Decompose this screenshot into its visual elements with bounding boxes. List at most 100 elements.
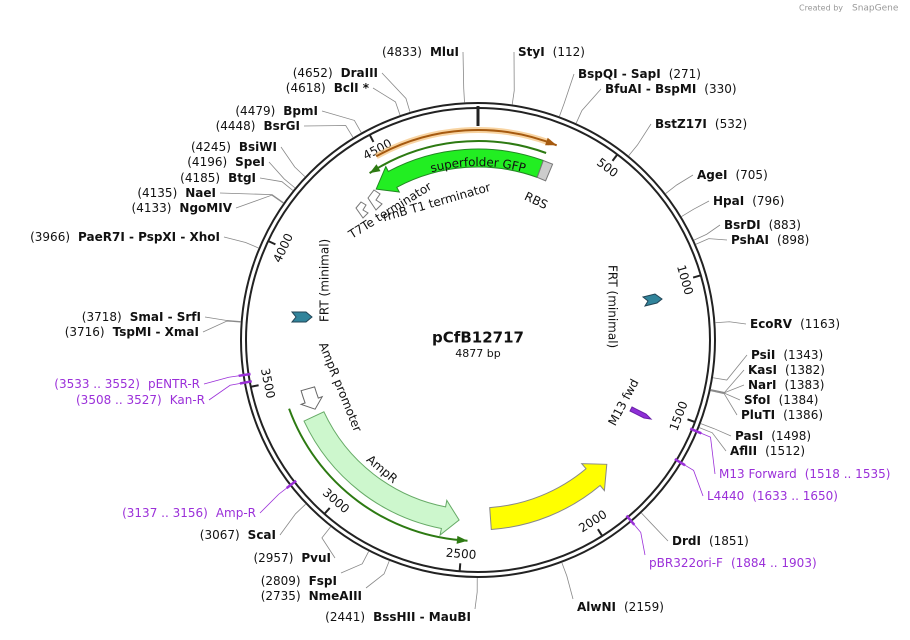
- leader-line: [208, 382, 244, 401]
- site-location: (4652): [293, 66, 333, 80]
- site-name: pENTR-R: [148, 377, 200, 391]
- site-name: StyI: [518, 45, 545, 59]
- site-label: (2809) FspI: [261, 574, 337, 588]
- leader-line: [268, 161, 296, 189]
- feature-label: FRT (minimal): [606, 265, 620, 348]
- site-location: (3966): [30, 230, 70, 244]
- tick-mark: [692, 274, 702, 279]
- site-location: (4618): [286, 81, 326, 95]
- site-location: (3067): [200, 528, 240, 542]
- leader-line: [681, 200, 710, 217]
- terminator-icon: [367, 189, 383, 211]
- site-name: BssHII - MauBI: [373, 610, 471, 624]
- frt-arrow: [290, 311, 313, 323]
- site-location: (271): [669, 67, 701, 81]
- site-name: BfuAI - BspMI: [605, 82, 696, 96]
- site-location: (1851): [709, 534, 749, 548]
- site-label: KasI (1382): [748, 363, 825, 377]
- leader-line: [202, 320, 241, 333]
- site-label: (4133) NgoMIV: [132, 201, 233, 215]
- leader-line: [372, 87, 401, 116]
- site-location: (1884 .. 1903): [731, 556, 817, 570]
- feature-line-head: [369, 164, 381, 174]
- tick-label: 3500: [258, 367, 278, 400]
- leader-line: [235, 194, 284, 209]
- leader-line: [462, 51, 465, 103]
- site-location: (330): [704, 82, 736, 96]
- site-name: BspQI - SapI: [578, 67, 661, 81]
- site-location: (1498): [771, 429, 811, 443]
- site-label: (3067) ScaI: [200, 528, 276, 542]
- site-location: (1382): [785, 363, 825, 377]
- leader-line: [712, 354, 748, 381]
- site-label: M13 Forward (1518 .. 1535): [719, 467, 890, 481]
- site-name: BpmI: [283, 104, 318, 118]
- site-label: DrdI (1851): [672, 534, 749, 548]
- site-label: AflII (1512): [730, 444, 805, 458]
- site-label: (3716) TspMI - XmaI: [65, 325, 199, 339]
- leader-line: [628, 123, 652, 157]
- site-location: (2441): [325, 610, 365, 624]
- site-location: (2809): [261, 574, 301, 588]
- site-label: PsiI (1343): [751, 348, 823, 362]
- site-location: (4133): [132, 201, 172, 215]
- site-name: BsiWI: [239, 140, 277, 154]
- feature-line: [288, 408, 468, 542]
- site-label: BsrDI (883): [724, 218, 801, 232]
- leader-line: [693, 224, 721, 241]
- leader-line: [710, 369, 745, 393]
- site-location: (1384): [779, 393, 819, 407]
- site-label: (3137 .. 3156) Amp-R: [122, 506, 256, 520]
- tick-mark: [250, 384, 259, 388]
- site-label: BfuAI - BspMI (330): [605, 82, 737, 96]
- leader-line: [697, 431, 716, 475]
- site-label: AgeI (705): [697, 168, 768, 182]
- site-label: (2441) BssHII - MauBI: [325, 610, 471, 624]
- feature-arrow: [303, 411, 460, 537]
- site-name: ScaI: [248, 528, 276, 542]
- feature-line-head: [456, 535, 468, 544]
- site-location: (4479): [235, 104, 275, 118]
- leader-line: [321, 526, 336, 559]
- leader-line: [681, 462, 704, 497]
- site-name: PshAI: [731, 233, 769, 247]
- site-name: AlwNI: [577, 600, 616, 614]
- site-location: (532): [715, 117, 747, 131]
- site-name: NmeAIII: [309, 589, 362, 603]
- site-name: EcoRV: [750, 317, 793, 331]
- site-name: PsiI: [751, 348, 775, 362]
- leader-line: [203, 374, 243, 385]
- site-label: PasI (1498): [735, 429, 811, 443]
- site-name: PasI: [735, 429, 763, 443]
- site-label: PshAI (898): [731, 233, 809, 247]
- feature-arrow: [375, 148, 544, 193]
- tick-mark: [458, 563, 462, 572]
- site-location: (1383): [785, 378, 825, 392]
- site-name: BsrDI: [724, 218, 761, 232]
- credit-text: Created by: [799, 4, 843, 13]
- site-label: EcoRV (1163): [750, 317, 840, 331]
- leader-line: [665, 174, 694, 194]
- site-name: NaeI: [185, 186, 216, 200]
- site-name: PvuI: [301, 551, 331, 565]
- feature-arrow: [489, 463, 608, 531]
- site-location: (4833): [382, 45, 422, 59]
- site-location: (796): [752, 194, 784, 208]
- site-location: (2735): [261, 589, 301, 603]
- leader-line: [631, 521, 646, 556]
- site-name: AflII: [730, 444, 757, 458]
- site-location: (3508 .. 3527): [76, 393, 162, 407]
- tick-mark: [368, 134, 375, 143]
- site-label: (2957) PvuI: [253, 551, 331, 565]
- site-location: (4245): [191, 140, 231, 154]
- site-name: TspMI - XmaI: [113, 325, 199, 339]
- leader-line: [641, 512, 669, 542]
- feature-label: FRT (minimal): [318, 239, 332, 322]
- credit-brand: SnapGene: [852, 4, 899, 14]
- feature-line-head: [545, 137, 557, 146]
- leader-line: [365, 560, 390, 589]
- leader-line: [381, 72, 411, 113]
- primer-arrow: [629, 406, 653, 420]
- site-location: (4185): [180, 171, 220, 185]
